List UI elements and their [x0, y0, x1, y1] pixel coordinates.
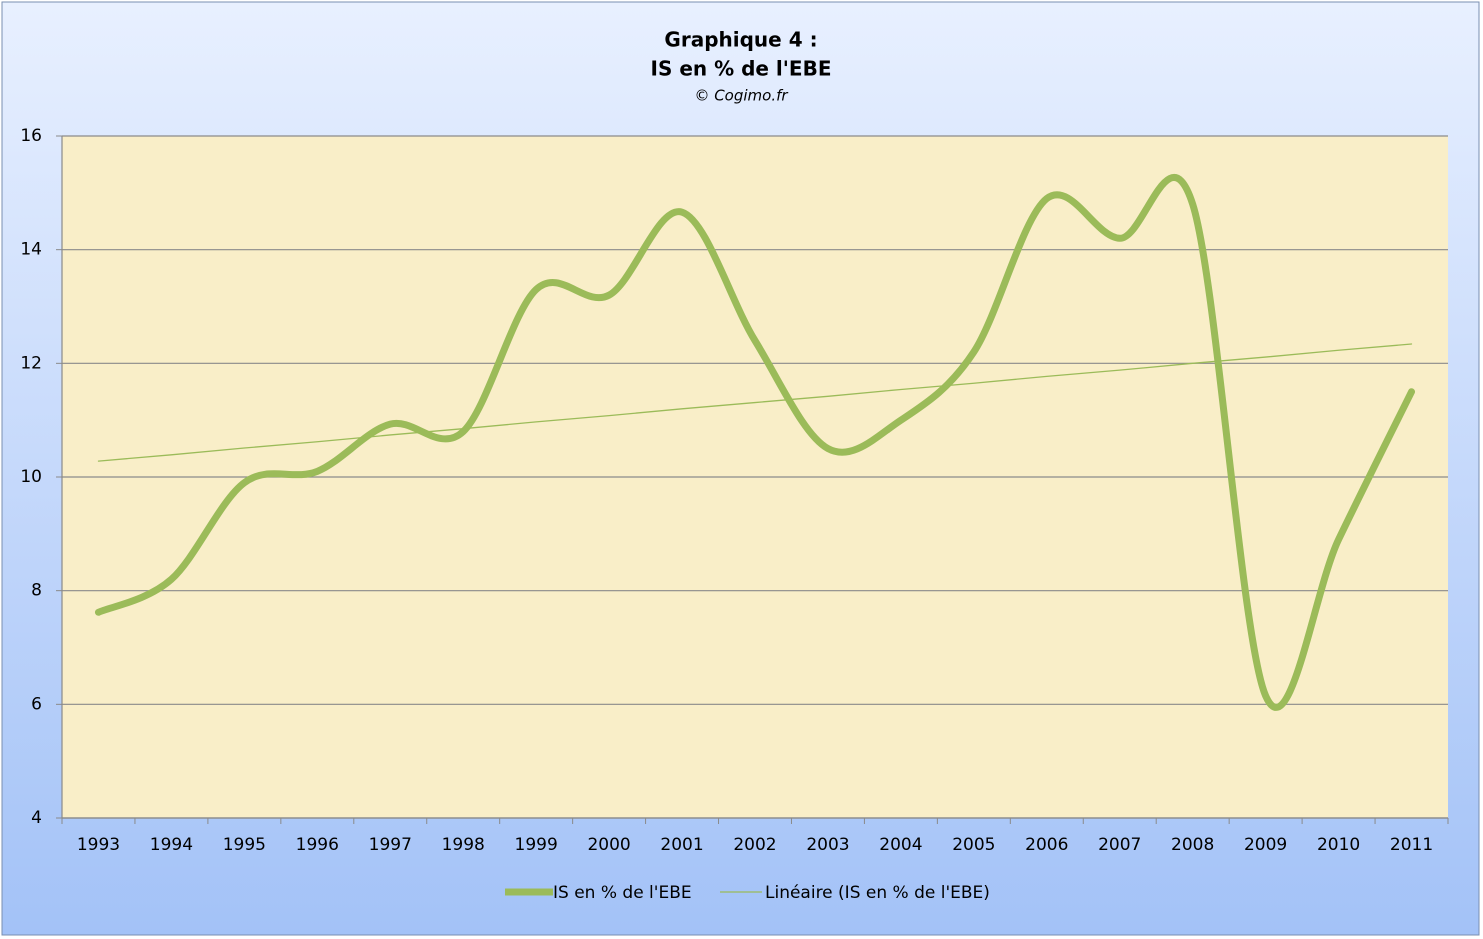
- y-tick-label: 4: [31, 808, 42, 828]
- x-tick-label: 1994: [150, 835, 193, 855]
- y-tick-label: 6: [31, 694, 42, 714]
- x-tick-label: 1999: [515, 835, 558, 855]
- annotation: © Cogimo.fr: [694, 87, 788, 105]
- x-tick-label: 1993: [77, 835, 120, 855]
- x-tick-label: 2008: [1171, 835, 1214, 855]
- x-tick-label: 1996: [296, 835, 339, 855]
- y-tick-label: 16: [20, 126, 42, 146]
- x-tick-label: 2004: [879, 835, 922, 855]
- trend-line: [97, 343, 1413, 462]
- y-tick-label: 10: [20, 467, 42, 487]
- x-tick-label: 1997: [369, 835, 412, 855]
- x-tick-label: 2009: [1244, 835, 1287, 855]
- x-tick-label: 2007: [1098, 835, 1141, 855]
- x-tick-label: 2006: [1025, 835, 1068, 855]
- x-tick-label: 2010: [1317, 835, 1360, 855]
- legend-label: Linéaire (IS en % de l'EBE): [765, 883, 990, 903]
- x-tick-label: 2005: [952, 835, 995, 855]
- x-tick-label: 1998: [442, 835, 485, 855]
- x-tick-label: 2003: [806, 835, 849, 855]
- y-tick-label: 12: [20, 353, 42, 373]
- legend-label: IS en % de l'EBE: [553, 883, 692, 903]
- y-tick-label: 14: [20, 240, 42, 260]
- chart-subtitle: IS en % de l'EBE: [651, 57, 832, 81]
- chart-title: Graphique 4 :: [664, 28, 817, 52]
- x-tick-label: 1995: [223, 835, 266, 855]
- x-tick-label: 2000: [587, 835, 630, 855]
- x-tick-label: 2001: [660, 835, 703, 855]
- y-tick-label: 8: [31, 581, 42, 601]
- x-tick-label: 2002: [733, 835, 776, 855]
- data-line: [94, 174, 1416, 711]
- x-tick-label: 2011: [1390, 835, 1433, 855]
